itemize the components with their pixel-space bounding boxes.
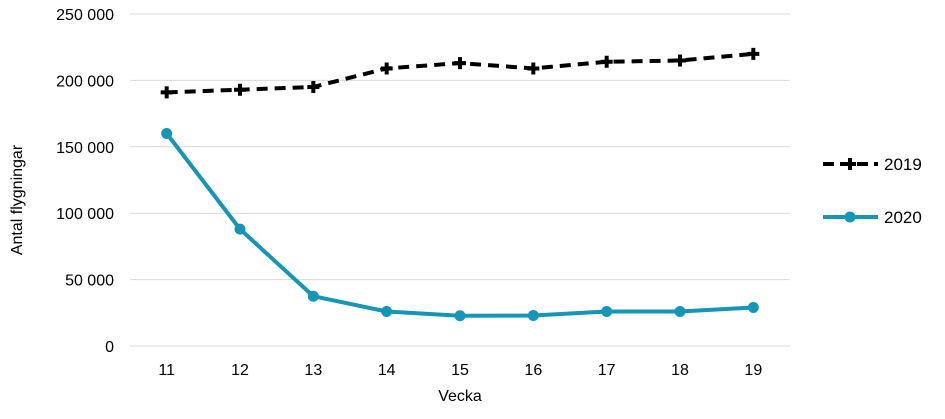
data-point <box>527 309 539 321</box>
data-point <box>601 305 613 317</box>
y-tick-label: 150 000 <box>56 140 114 157</box>
data-point <box>307 81 320 94</box>
x-tick-label: 16 <box>524 362 542 379</box>
y-tick-label: 200 000 <box>56 73 114 90</box>
legend: 2019 2020 <box>823 155 922 227</box>
x-tick-label: 11 <box>158 362 175 379</box>
x-axis-ticks: 11 12 13 14 15 16 17 18 19 <box>158 362 762 379</box>
x-tick-label: 17 <box>598 362 616 379</box>
series-group <box>160 47 760 322</box>
series-line-2020 <box>165 132 754 318</box>
legend-marker <box>844 158 856 170</box>
legend-label: 2019 <box>884 155 922 174</box>
x-tick-label: 19 <box>744 362 762 379</box>
data-point <box>600 55 613 68</box>
y-tick-label: 0 <box>105 339 114 356</box>
data-point <box>454 57 466 70</box>
data-point <box>674 54 686 67</box>
x-tick-label: 12 <box>231 362 249 379</box>
x-tick-label: 13 <box>304 362 322 379</box>
y-tick-label: 50 000 <box>65 273 114 290</box>
data-point <box>674 305 686 317</box>
data-point <box>381 305 393 317</box>
data-point <box>454 310 466 322</box>
data-point <box>747 47 760 60</box>
x-axis-title: Vecka <box>438 388 482 405</box>
x-tick-label: 14 <box>378 362 396 379</box>
x-tick-label: 18 <box>671 362 689 379</box>
y-tick-label: 100 000 <box>56 206 114 223</box>
data-point <box>234 223 246 235</box>
data-point <box>527 62 540 75</box>
y-axis-title: Antal flygningar <box>9 144 26 255</box>
gridlines <box>130 13 790 281</box>
legend-label: 2020 <box>884 208 922 227</box>
legend-marker <box>844 211 856 223</box>
data-point <box>161 128 173 140</box>
data-point <box>234 83 246 96</box>
y-tick-label: 250 000 <box>56 7 114 24</box>
x-tick-label: 15 <box>451 362 469 379</box>
data-point <box>747 301 759 313</box>
data-point <box>307 290 319 302</box>
data-point <box>160 86 173 99</box>
data-point <box>380 62 393 75</box>
y-axis-ticks: 0 50 000 100 000 150 000 200 000 250 000 <box>56 7 114 356</box>
